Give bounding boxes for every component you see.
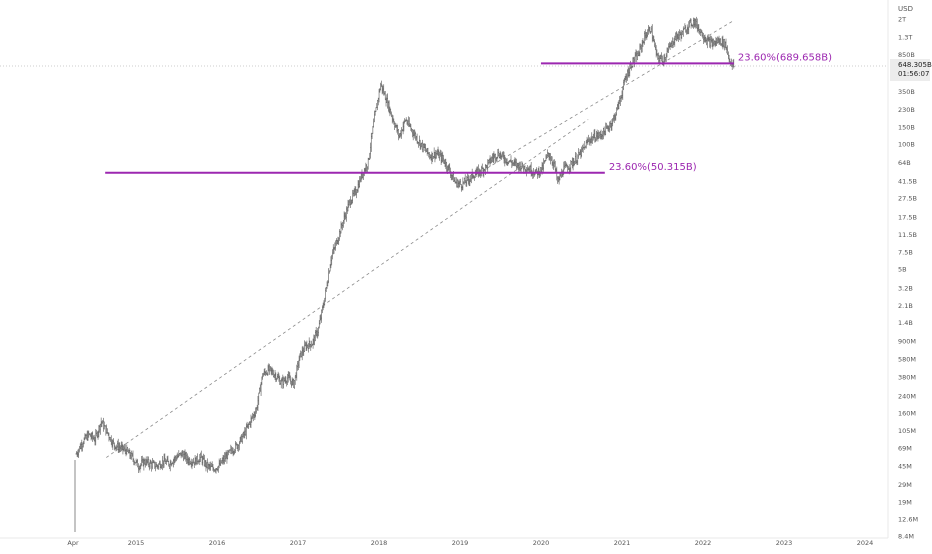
y-tick-label: 29M xyxy=(898,481,912,489)
x-tick-label: 2017 xyxy=(290,539,307,547)
y-tick-label: 69M xyxy=(898,445,912,453)
y-tick-label: 580M xyxy=(898,356,916,364)
y-tick-label: 27.5B xyxy=(898,194,917,202)
x-tick-label: 2022 xyxy=(695,539,712,547)
y-tick-label: 240M xyxy=(898,392,916,400)
y-tick-label: 380M xyxy=(898,373,916,381)
y-tick-label: 64B xyxy=(898,159,911,167)
fib-level-label: 23.60%(689.658B) xyxy=(738,52,832,63)
time-axis[interactable]: Apr 2015 2016 2017 2018 2019 2020 2021 2022 2023 2… xyxy=(67,539,873,547)
candles xyxy=(74,16,735,532)
y-tick-label: 3.2B xyxy=(898,284,913,292)
x-tick-label: 2021 xyxy=(614,539,631,547)
y-tick-label: 7.5B xyxy=(898,249,913,257)
x-tick-label: 2019 xyxy=(452,539,469,547)
current-price-value: 648.305B xyxy=(898,61,932,69)
y-tick-label: 17.5B xyxy=(898,213,917,221)
y-tick-label: 1.3T xyxy=(898,33,912,41)
y-tick-label: 45M xyxy=(898,462,912,470)
currency-label: USD xyxy=(898,5,913,13)
y-tick-label: 5B xyxy=(898,266,907,274)
y-tick-label: 2T xyxy=(898,15,906,23)
y-tick-label: 12.6M xyxy=(898,516,918,524)
trendlines[interactable] xyxy=(106,20,733,458)
x-tick-label: 2015 xyxy=(128,539,145,547)
current-price-marker: 648.305B 01:56:07 xyxy=(0,59,932,82)
y-tick-label: 350B xyxy=(898,88,915,96)
x-tick-label: 2024 xyxy=(857,539,874,547)
y-tick-label: 850B xyxy=(898,51,915,59)
y-tick-label: 900M xyxy=(898,337,916,345)
y-tick-label: 19M xyxy=(898,498,912,506)
current-price-countdown: 01:56:07 xyxy=(898,70,929,78)
y-tick-label: 41.5B xyxy=(898,177,917,185)
x-tick-label: 2023 xyxy=(776,539,793,547)
y-tick-label: 1.4B xyxy=(898,319,913,327)
y-tick-label: 11.5B xyxy=(898,231,917,239)
y-tick-label: 105M xyxy=(898,427,916,435)
fib-level-label: 23.60%(50.315B) xyxy=(609,162,697,173)
y-tick-label: 150B xyxy=(898,124,915,132)
y-tick-label: 230B xyxy=(898,106,915,114)
y-tick-label: 8.4M xyxy=(898,533,914,541)
y-tick-label: 100B xyxy=(898,141,915,149)
trendline xyxy=(106,119,589,458)
current-price-badge xyxy=(890,59,930,82)
trendline xyxy=(466,20,733,181)
x-tick-label: 2018 xyxy=(371,539,388,547)
price-axis[interactable]: 2T 1.3T 850B 350B 230B 150B 100B 64B 41.5B 27.5B 1… xyxy=(898,15,918,540)
fib-levels[interactable]: 23.60%(689.658B) 23.60%(50.315B) xyxy=(105,52,832,174)
x-tick-label: 2016 xyxy=(209,539,226,547)
y-tick-label: 160M xyxy=(898,409,916,417)
x-tick-label: 2020 xyxy=(533,539,550,547)
x-tick-label: Apr xyxy=(67,539,79,547)
y-tick-label: 2.1B xyxy=(898,302,913,310)
